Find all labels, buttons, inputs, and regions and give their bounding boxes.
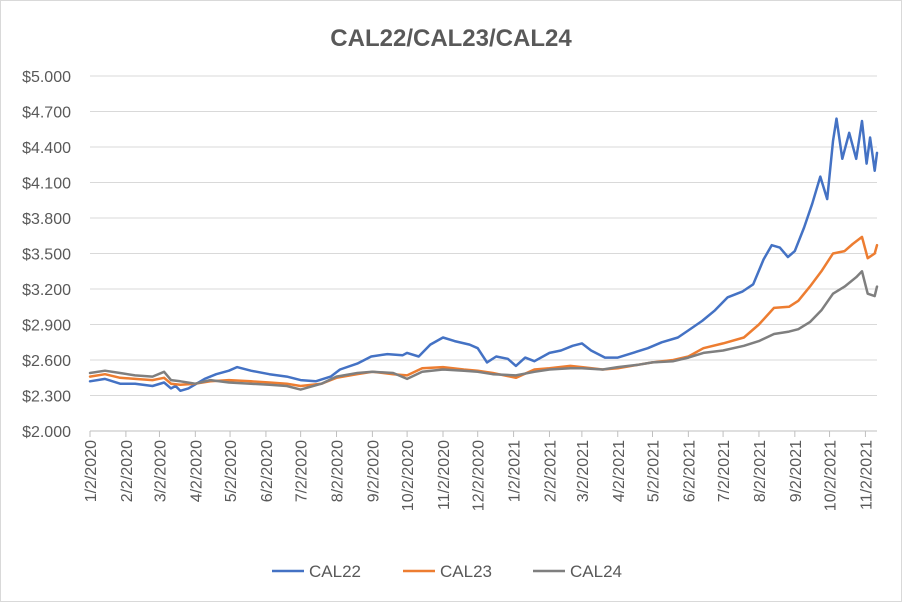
x-tick-label: 6/2/2020 [259, 440, 276, 502]
x-tick-label: 12/2/2020 [471, 440, 488, 511]
gridlines [90, 75, 877, 396]
x-tick-label: 2/2/2020 [119, 440, 136, 502]
x-tick-label: 10/2/2020 [400, 440, 417, 511]
legend-item-cal24: CAL24 [533, 562, 622, 581]
series-line-cal24 [88, 270, 879, 391]
y-tick-label: $3.800 [22, 211, 71, 228]
x-tick-label: 9/2/2020 [365, 440, 382, 502]
x-tick-label: 1/2/2021 [507, 440, 524, 502]
y-tick-label: $3.200 [22, 282, 71, 299]
x-tick-label: 3/2/2021 [575, 440, 592, 502]
x-tick-label: 5/2/2020 [223, 440, 240, 502]
x-axis: 1/2/2020 2/2/2020 3/2/2020 4/2/2020 5/2/2020… [83, 430, 877, 511]
x-tick-label: 2/2/2021 [542, 440, 559, 502]
x-tick-label: 9/2/2021 [788, 440, 805, 502]
y-axis: $2.000 $2.300 $2.600 $2.900 $3.200 $3.500 $3.8… [22, 69, 71, 441]
x-tick-label: 7/2/2021 [716, 440, 733, 502]
x-tick-label: 3/2/2020 [152, 440, 169, 502]
x-tick-label: 4/2/2020 [188, 440, 205, 502]
chart-title: CAL22/CAL23/CAL24 [330, 25, 572, 52]
x-tick-label: 1/2/2020 [83, 440, 100, 502]
y-tick-label: $2.300 [22, 389, 71, 406]
legend: CAL22 CAL23 CAL24 [272, 562, 622, 581]
y-tick-label: $3.500 [22, 247, 71, 264]
x-tick-label: 11/2/2020 [436, 440, 453, 510]
y-tick-label: $4.700 [22, 105, 71, 122]
x-tick-label: 6/2/2021 [681, 440, 698, 502]
x-tick-label: 8/2/2020 [330, 440, 347, 502]
x-tick-label: 10/2/2021 [823, 440, 840, 511]
legend-label: CAL24 [570, 562, 622, 581]
x-tick-label: 8/2/2021 [752, 440, 769, 502]
x-tick-label: 4/2/2021 [611, 440, 628, 502]
legend-label: CAL23 [440, 562, 492, 581]
y-tick-label: $5.000 [22, 69, 71, 86]
y-tick-label: $2.600 [22, 353, 71, 370]
legend-item-cal23: CAL23 [403, 562, 492, 581]
x-tick-label: 7/2/2020 [294, 440, 311, 502]
legend-label: CAL22 [309, 562, 361, 581]
y-tick-label: $4.400 [22, 140, 71, 157]
y-tick-label: $2.000 [22, 424, 71, 441]
x-tick-label: 5/2/2021 [645, 440, 662, 502]
x-tick-label: 11/2/2021 [858, 440, 875, 510]
y-tick-label: $2.900 [22, 318, 71, 335]
y-tick-label: $4.100 [22, 176, 71, 193]
series-lines [88, 117, 879, 393]
series-line-cal22 [88, 117, 879, 393]
legend-item-cal22: CAL22 [272, 562, 361, 581]
